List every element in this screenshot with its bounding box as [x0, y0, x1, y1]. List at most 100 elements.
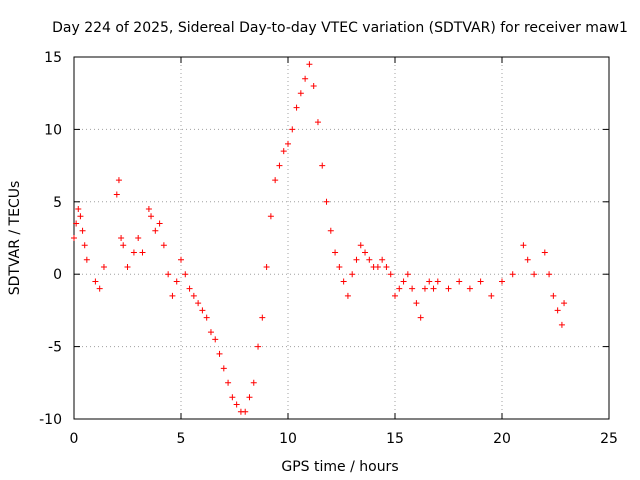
data-point — [344, 292, 351, 299]
data-point — [327, 227, 334, 234]
data-point — [178, 256, 184, 263]
data-point — [113, 191, 120, 198]
data-point — [426, 278, 433, 285]
data-point — [332, 249, 339, 256]
data-point — [280, 148, 287, 155]
data-point — [297, 90, 304, 97]
data-point — [550, 292, 557, 299]
data-point — [499, 278, 505, 285]
data-point — [302, 75, 309, 82]
y-tick-label: 0 — [53, 267, 62, 283]
data-point — [400, 278, 407, 285]
data-point — [466, 285, 473, 292]
data-point — [130, 249, 137, 256]
chart-grid — [74, 57, 609, 419]
data-point — [79, 227, 86, 234]
data-point — [379, 256, 386, 263]
data-point — [340, 278, 347, 285]
data-point — [357, 242, 364, 249]
data-point — [434, 278, 441, 285]
data-point — [118, 235, 125, 241]
x-tick-label: 15 — [386, 431, 404, 447]
data-point — [139, 249, 146, 256]
data-point — [404, 271, 411, 278]
data-point — [509, 271, 516, 278]
data-point — [120, 242, 127, 249]
data-point — [169, 292, 176, 299]
data-point — [233, 401, 240, 408]
data-point — [75, 206, 82, 213]
data-point — [190, 292, 197, 299]
data-point — [336, 263, 343, 270]
data-point — [488, 292, 495, 299]
x-axis-label: GPS time / hours — [281, 459, 398, 475]
data-point — [366, 256, 373, 263]
data-point — [165, 271, 172, 278]
plot-frame — [73, 56, 610, 420]
data-point — [173, 278, 180, 285]
x-tick-label: 5 — [177, 431, 186, 447]
x-tick-label: 0 — [70, 431, 79, 447]
data-point — [124, 263, 131, 270]
data-point — [306, 61, 313, 68]
data-point — [293, 104, 300, 111]
y-tick-label: 5 — [53, 195, 62, 211]
data-point — [199, 307, 206, 314]
data-point — [319, 162, 326, 169]
data-point — [182, 271, 189, 278]
data-point — [152, 227, 159, 234]
data-point — [413, 300, 420, 307]
data-point — [541, 249, 548, 256]
data-point — [255, 343, 262, 350]
data-point — [421, 285, 428, 292]
data-point — [135, 235, 142, 241]
data-point — [246, 394, 253, 401]
data-point — [349, 271, 356, 278]
data-point — [477, 278, 484, 285]
data-point — [558, 321, 565, 328]
data-point — [73, 220, 80, 227]
data-point — [430, 285, 437, 292]
data-point — [216, 350, 223, 357]
data-point — [285, 140, 291, 147]
data-point — [272, 177, 279, 184]
data-point — [267, 213, 274, 220]
data-point — [392, 292, 398, 299]
data-point — [383, 263, 390, 270]
data-point — [310, 82, 317, 89]
chart-title: Day 224 of 2025, Sidereal Day-to-day VTE… — [52, 20, 628, 36]
data-point — [203, 314, 210, 321]
data-point — [314, 119, 321, 126]
data-point — [96, 285, 103, 292]
data-point — [524, 256, 531, 263]
data-point — [323, 198, 330, 205]
data-point — [353, 256, 360, 263]
data-point — [263, 263, 270, 270]
data-point — [561, 300, 568, 307]
data-point — [195, 300, 202, 307]
data-point — [160, 242, 167, 249]
data-point — [77, 213, 84, 220]
data-point — [554, 307, 561, 314]
data-point — [374, 263, 381, 270]
data-point — [289, 126, 296, 133]
data-point — [92, 278, 99, 285]
x-tick-label: 10 — [279, 431, 297, 447]
data-point — [115, 177, 122, 184]
data-point — [145, 206, 152, 213]
y-tick-label: 10 — [44, 122, 62, 138]
data-point — [259, 314, 266, 321]
data-series — [71, 61, 568, 415]
data-point — [220, 365, 227, 372]
data-point — [276, 162, 283, 169]
data-point — [156, 220, 163, 227]
y-tick-label: -5 — [48, 340, 62, 356]
data-point — [417, 314, 424, 321]
data-point — [212, 336, 219, 343]
y-tick-label: 15 — [44, 50, 62, 66]
data-point — [100, 263, 107, 270]
data-point — [531, 271, 538, 278]
data-point — [83, 256, 90, 263]
x-tick-label: 25 — [600, 431, 618, 447]
